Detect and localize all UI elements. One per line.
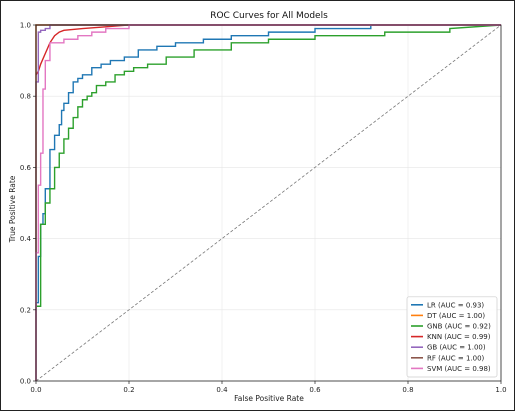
y-tick-label: 0.8 <box>20 93 31 101</box>
x-tick-label: 0.8 <box>402 386 413 394</box>
plot-area-border <box>35 24 502 382</box>
legend-box <box>406 296 498 378</box>
x-tick-label: 1.0 <box>495 386 506 394</box>
y-tick-label: 1.0 <box>20 22 31 30</box>
y-tick-label: 0.0 <box>20 378 31 386</box>
x-tick-label: 0.6 <box>309 386 321 394</box>
x-axis-title: False Positive Rate <box>234 394 304 403</box>
axis-ticks: 0.0 0.2 0.4 0.6 0.8 1.0 0.0 0.2 0.4 0.6 0.8 1.0 <box>20 22 507 395</box>
legend-label-gnb: GNB (AUC = 0.92) <box>427 323 491 331</box>
series-line-svm <box>35 24 501 381</box>
legend: LR (AUC = 0.93) DT (AUC = 1.00) GNB (AUC =… <box>406 296 498 378</box>
series-line-knn <box>35 24 501 76</box>
legend-label-lr: LR (AUC = 0.93) <box>427 301 484 309</box>
legend-label-dt: DT (AUC = 1.00) <box>427 312 485 320</box>
y-axis-title: True Positive Rate <box>8 175 17 243</box>
legend-label-knn: KNN (AUC = 0.99) <box>427 333 491 341</box>
x-tick-label: 0.2 <box>123 386 134 394</box>
series-line-gnb <box>35 24 502 381</box>
legend-label-gb: GB (AUC = 1.00) <box>427 344 486 352</box>
legend-label-svm: SVM (AUC = 0.98) <box>427 365 491 373</box>
x-tick-label: 0.0 <box>30 386 41 394</box>
y-tick-label: 0.4 <box>20 235 32 243</box>
chance-diagonal-line <box>35 24 502 382</box>
chart-title: ROC Curves for All Models <box>210 11 328 21</box>
x-tick-label: 0.4 <box>216 386 228 394</box>
y-tick-label: 0.6 <box>20 164 32 172</box>
series-line-gb <box>35 24 501 381</box>
y-tick-label: 0.2 <box>20 306 31 314</box>
series-line-lr <box>35 24 501 381</box>
legend-label-rf: RF (AUC = 1.00) <box>427 354 485 362</box>
